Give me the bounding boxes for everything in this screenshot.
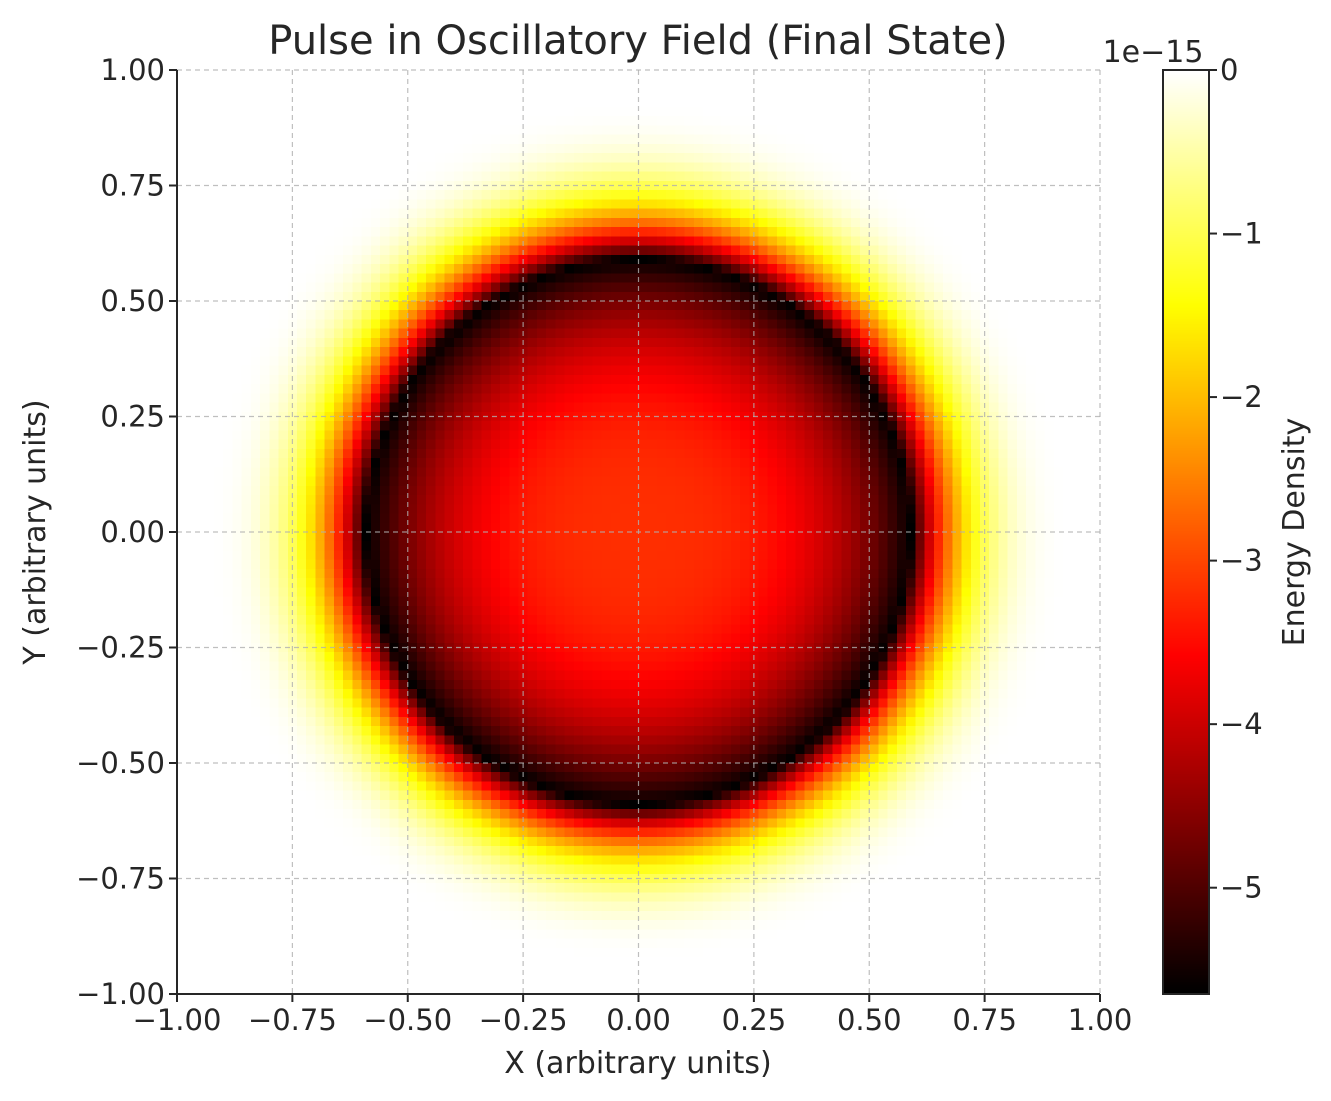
colorbar-tick-label: −1 bbox=[1220, 217, 1263, 251]
x-tick-label: −0.25 bbox=[479, 1003, 568, 1037]
colorbar-ticks: 0 −1 −2 −3 −4 −5 bbox=[1209, 53, 1263, 905]
colorbar-frame bbox=[1162, 69, 1210, 995]
colorbar-offset-text: 1e−15 bbox=[1103, 35, 1204, 70]
x-tick-label: 0.75 bbox=[952, 1003, 1017, 1037]
colorbar-tick-label: −5 bbox=[1220, 871, 1263, 905]
y-tick-label: 0.25 bbox=[100, 400, 165, 434]
colorbar-tick-label: −4 bbox=[1220, 707, 1263, 741]
colorbar-tick-label: −2 bbox=[1220, 380, 1263, 414]
y-tick-label: 1.00 bbox=[100, 53, 165, 87]
chart-title: Pulse in Oscillatory Field (Final State) bbox=[268, 18, 1007, 64]
y-tick-label: −0.50 bbox=[76, 746, 165, 780]
x-tick-label: 0.00 bbox=[606, 1003, 671, 1037]
x-tick-label: 0.25 bbox=[722, 1003, 787, 1037]
x-tick-label: 0.50 bbox=[837, 1003, 902, 1037]
x-tick-label: 1.00 bbox=[1068, 1003, 1133, 1037]
x-tick-label: −1.00 bbox=[133, 1003, 222, 1037]
y-tick-label: −0.75 bbox=[76, 862, 165, 896]
y-tick-label: 0.00 bbox=[100, 515, 165, 549]
colorbar-tick-label: −3 bbox=[1220, 544, 1263, 578]
x-tick-label: −0.50 bbox=[363, 1003, 452, 1037]
colorbar: 0 −1 −2 −3 −4 −5 1e−15 Energy Density bbox=[1103, 35, 1312, 995]
colorbar-label: Energy Density bbox=[1277, 418, 1312, 647]
y-tick-label: 0.75 bbox=[100, 169, 165, 203]
x-ticks: −1.00 −0.75 −0.50 −0.25 0.00 0.25 0.50 0.75 1.00 bbox=[133, 994, 1133, 1037]
colorbar-gradient bbox=[1163, 70, 1209, 994]
x-axis-label: X (arbitrary units) bbox=[504, 1046, 771, 1081]
y-axis-label: Y (arbitrary units) bbox=[18, 399, 53, 665]
y-tick-label: 0.50 bbox=[100, 284, 165, 318]
y-ticks: −1.00 −0.75 −0.50 −0.25 0.00 0.25 0.50 0.75 1.00 bbox=[76, 53, 177, 1011]
colorbar-tick-label: 0 bbox=[1220, 53, 1238, 87]
y-tick-label: −1.00 bbox=[76, 977, 165, 1011]
y-tick-label: −0.25 bbox=[76, 631, 165, 665]
x-tick-label: −0.75 bbox=[248, 1003, 337, 1037]
